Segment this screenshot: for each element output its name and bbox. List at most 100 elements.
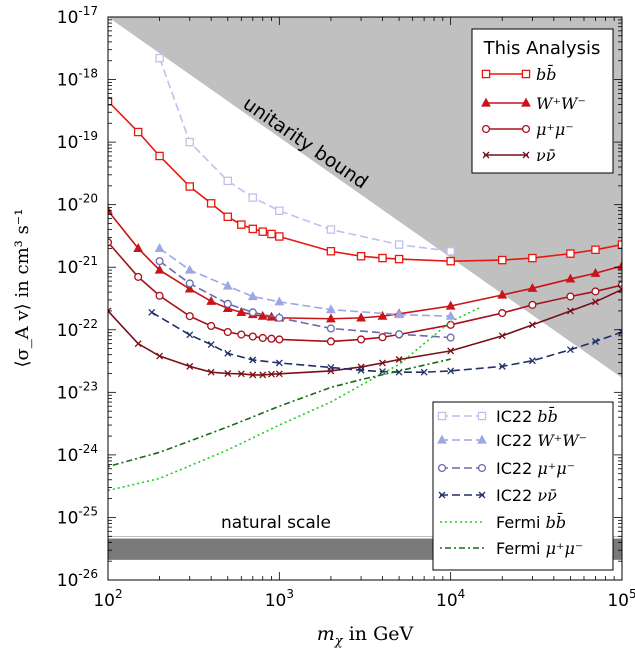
series-2-point-11: [326, 337, 335, 346]
series-1-point-0: [108, 205, 113, 215]
legend-label-t2: μ⁺μ⁻: [536, 120, 574, 139]
series-3-point-5: [224, 370, 232, 377]
series-line-9: [108, 358, 451, 468]
series-0-point-19: [591, 245, 600, 255]
x-axis-label: mχ in GeV: [317, 623, 414, 649]
series-3-point-7: [249, 371, 257, 379]
series-7-point-6: [327, 363, 335, 371]
series-3-point-9: [268, 370, 275, 378]
series-0-point-1: [133, 127, 143, 137]
legend-marker-a-t3: [482, 151, 490, 159]
series-6-point-1: [185, 279, 194, 288]
series-1-point-4: [206, 295, 217, 305]
series-7-point-2: [207, 341, 215, 349]
series-7-point-1: [186, 331, 194, 339]
series-3-point-17: [528, 321, 536, 329]
y-tick-label-7: 10-19: [57, 129, 98, 153]
series-line-8: [108, 306, 482, 492]
series-1-point-18: [565, 273, 576, 283]
y-tick-label-8: 10-18: [57, 67, 98, 91]
series-0-point-2: [155, 151, 164, 161]
series-5-point-0: [154, 243, 165, 252]
series-0-point-18: [566, 249, 575, 258]
y-tick-label-4: 10-22: [57, 317, 98, 341]
series-2-point-10: [275, 335, 284, 344]
series-0-point-4: [206, 199, 216, 208]
series-4-point-1: [185, 137, 194, 147]
y-tick-label-5: 10-21: [57, 254, 98, 278]
series-6-point-0: [155, 257, 164, 266]
series-2-point-16: [498, 309, 507, 318]
y-tick-label-1: 10-25: [57, 504, 98, 528]
series-5-point-4: [274, 296, 285, 306]
series-3-point-16: [498, 332, 506, 340]
legend-marker-b-b1: [477, 434, 487, 444]
legend-marker-a-t0: [481, 69, 491, 79]
series-2-point-7: [248, 332, 257, 341]
series-1-point-6: [236, 307, 247, 316]
legend-marker-a-b2: [437, 463, 447, 473]
series-0-point-10: [275, 232, 284, 241]
series-2-point-8: [258, 333, 267, 343]
series-0-point-5: [223, 212, 233, 222]
legend-label-b0: IC22 bb̄: [496, 405, 558, 426]
legend-label-b1: IC22 W⁺W⁻: [496, 431, 587, 450]
legend-marker-b-b0: [477, 411, 487, 421]
series-2-point-9: [267, 334, 276, 343]
series-2-point-19: [591, 287, 600, 296]
series-1-point-3: [184, 283, 195, 293]
series-1-point-12: [356, 312, 366, 322]
series-6: [155, 257, 455, 342]
series-3-point-19: [592, 298, 599, 306]
series-6-point-4: [275, 313, 284, 322]
series-4: [155, 53, 455, 256]
series-5-point-1: [184, 264, 195, 274]
series-2-point-15: [446, 320, 455, 329]
series-3-point-4: [207, 368, 215, 376]
legend-marker-b-b2: [477, 463, 487, 473]
series-0-point-17: [528, 253, 537, 263]
series-7-point-12: [498, 362, 506, 370]
series-3-point-0: [108, 307, 112, 315]
series-2-point-1: [134, 272, 143, 281]
series-3-point-10: [275, 370, 283, 378]
series-5-point-2: [222, 280, 233, 290]
series-1-point-17: [527, 282, 538, 292]
legend-marker-a-t1: [481, 97, 491, 107]
series-0-point-11: [326, 247, 336, 256]
series-4-point-6: [394, 240, 404, 249]
series-0-point-20: [617, 240, 622, 249]
series-0-point-8: [258, 227, 267, 236]
legend-label-b5: Fermi μ⁺μ⁻: [496, 539, 583, 558]
legend-bottom-box: [432, 401, 614, 571]
legend-label-b2: IC22 μ⁺μ⁻: [496, 459, 575, 478]
series-8: [108, 306, 482, 492]
series-0-point-15: [446, 256, 455, 266]
series-3: [108, 286, 622, 379]
series-7-point-10: [420, 368, 428, 376]
legend-marker-b-t2: [521, 124, 531, 134]
plot-frame: [107, 16, 623, 581]
series-layer: [108, 53, 622, 492]
series-7-point-4: [249, 356, 257, 364]
series-0-point-3: [185, 182, 194, 191]
series-9: [108, 358, 451, 468]
y-tick-label-9: 10-17: [57, 4, 98, 28]
series-4-point-0: [155, 53, 164, 63]
series-1-point-13: [377, 310, 388, 320]
legend-marker-a-b0: [437, 411, 447, 421]
series-4-point-5: [326, 225, 336, 234]
series-6-point-2: [223, 299, 232, 308]
series-1-point-1: [133, 243, 144, 252]
y-tick-label-6: 10-20: [57, 192, 98, 216]
legend-marker-a-b3: [438, 491, 446, 499]
series-2-point-17: [528, 300, 537, 309]
series-3-point-20: [618, 286, 622, 293]
series-2-point-13: [378, 333, 387, 342]
series-1-point-15: [445, 300, 456, 310]
series-0-point-6: [237, 220, 246, 229]
series-2-point-3: [185, 312, 194, 321]
axes-layer: 102 103 104 105 10-26 10-25 10-24 10-23 10-22 10-…: [12, 4, 635, 649]
